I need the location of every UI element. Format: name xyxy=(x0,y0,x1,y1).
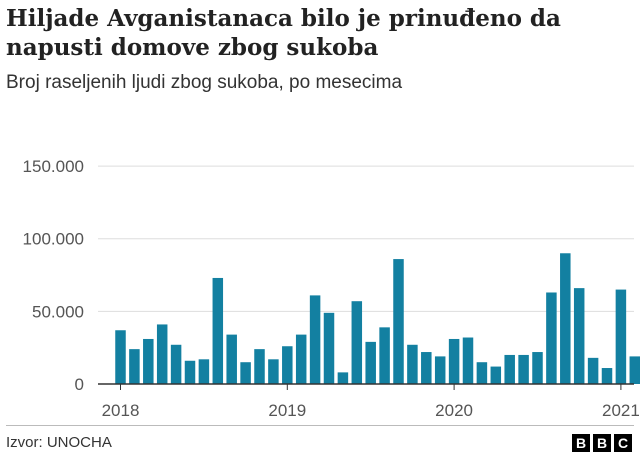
x-axis xyxy=(98,383,634,390)
bar xyxy=(254,349,265,384)
bar xyxy=(546,292,557,384)
bar xyxy=(184,360,196,384)
bar xyxy=(282,346,293,384)
bar xyxy=(115,330,126,384)
bar xyxy=(393,259,404,384)
logo-letter-1: B xyxy=(572,434,590,452)
footer-divider xyxy=(6,425,634,426)
bar xyxy=(226,334,237,384)
bar xyxy=(573,288,585,384)
bar xyxy=(518,354,529,384)
bar xyxy=(309,295,321,384)
bar xyxy=(601,368,613,384)
bar xyxy=(490,366,502,384)
bar xyxy=(323,312,335,384)
bar xyxy=(421,352,432,384)
x-axis-labels: 2018 2019 2020 2021 xyxy=(102,401,640,420)
y-axis-labels: 0 50.000 100.000 150.000 xyxy=(23,157,84,394)
bbc-logo: B B C xyxy=(572,434,632,452)
logo-letter-2: B xyxy=(593,434,611,452)
bar xyxy=(629,356,640,384)
x-tick-label: 2019 xyxy=(268,401,306,420)
bar xyxy=(268,359,279,384)
bar xyxy=(532,352,543,384)
chart-title: Hiljade Avganistanaca bilo je prinuđeno … xyxy=(6,5,561,61)
bar xyxy=(615,289,627,384)
bar xyxy=(156,324,168,384)
chart-subtitle: Broj raseljenih ljudi zbog sukoba, po me… xyxy=(6,72,403,93)
bar xyxy=(379,327,390,384)
bar xyxy=(129,349,140,384)
bar xyxy=(560,253,571,384)
y-tick-label: 150.000 xyxy=(23,157,84,176)
bar xyxy=(448,338,460,384)
logo-letter-3: C xyxy=(614,434,632,452)
x-tick-label: 2018 xyxy=(102,401,140,420)
bar-chart: 0 50.000 100.000 150.000 2018 2019 2020 2021 xyxy=(23,157,640,420)
gridlines xyxy=(98,165,634,312)
bar xyxy=(170,344,182,384)
bar xyxy=(476,362,488,384)
bars xyxy=(115,253,640,384)
bar xyxy=(295,334,307,384)
y-tick-label: 50.000 xyxy=(32,302,84,321)
bar xyxy=(212,277,224,384)
bar xyxy=(504,354,515,384)
bar xyxy=(351,301,363,384)
bar xyxy=(434,356,446,384)
bar xyxy=(407,344,418,384)
x-tick-label: 2020 xyxy=(435,401,473,420)
bar xyxy=(143,338,154,384)
source-label: Izvor: UNOCHA xyxy=(6,434,112,451)
bar xyxy=(198,359,210,384)
bar xyxy=(462,337,474,384)
bar xyxy=(240,362,251,384)
bar xyxy=(337,372,349,384)
bar xyxy=(587,357,599,384)
bar xyxy=(365,341,376,384)
x-tick-label: 2021 xyxy=(602,401,640,420)
y-tick-label: 100.000 xyxy=(23,230,84,249)
y-tick-label: 0 xyxy=(75,375,84,394)
